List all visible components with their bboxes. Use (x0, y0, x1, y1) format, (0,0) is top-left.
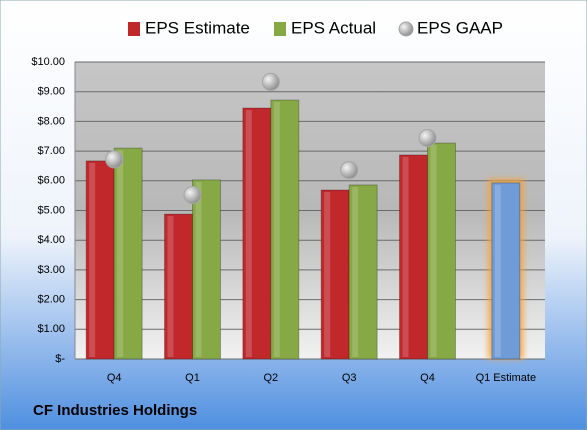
bar (491, 182, 521, 360)
x-tick-label: Q3 (342, 372, 357, 384)
bar-shine (195, 181, 202, 357)
legend-marker (398, 21, 414, 37)
bar-shine (245, 110, 252, 357)
bar-shine (89, 162, 96, 357)
gaap-marker (340, 161, 359, 180)
y-tick-label: $6.00 (37, 175, 65, 187)
gaap-marker (105, 150, 124, 169)
y-tick-label: $4.00 (37, 234, 65, 246)
y-tick-label: $1.00 (37, 323, 65, 335)
bar-shine (402, 156, 409, 357)
bar-shine (273, 102, 280, 358)
legend-label: EPS Actual (291, 18, 376, 37)
y-tick-label: $- (55, 353, 65, 365)
y-tick-label: $9.00 (37, 86, 65, 98)
bar-shine (324, 192, 331, 357)
bar (192, 179, 221, 360)
x-tick-label: Q1 Estimate (476, 372, 537, 384)
bar-shine (117, 150, 124, 357)
bar (270, 99, 300, 360)
x-tick-label: Q1 (185, 372, 200, 384)
y-tick-label: $5.00 (37, 204, 65, 216)
bar (427, 142, 456, 360)
x-tick-label: Q2 (263, 372, 278, 384)
legend-label: EPS Estimate (145, 18, 250, 37)
legend-swatch (128, 22, 140, 36)
bar (242, 107, 272, 360)
y-tick-label: $7.00 (37, 145, 65, 157)
legend-swatch (274, 22, 286, 36)
y-tick-label: $10.00 (31, 56, 65, 68)
y-tick-label: $2.00 (37, 294, 65, 306)
gaap-marker (261, 72, 280, 91)
x-tick-label: Q4 (420, 372, 435, 384)
bar-shine (167, 216, 174, 357)
chart-title: CF Industries Holdings (33, 402, 197, 419)
y-tick-label: $3.00 (37, 264, 65, 276)
x-tick-label: Q4 (107, 372, 122, 384)
bar (348, 184, 378, 360)
bar (113, 147, 143, 360)
gaap-marker (183, 186, 202, 205)
gaap-marker (418, 129, 437, 148)
legend-label: EPS GAAP (417, 18, 503, 37)
bar-shine (430, 145, 437, 357)
bar-shine (352, 186, 359, 357)
bar-shine (494, 184, 501, 357)
y-tick-label: $8.00 (37, 115, 65, 127)
